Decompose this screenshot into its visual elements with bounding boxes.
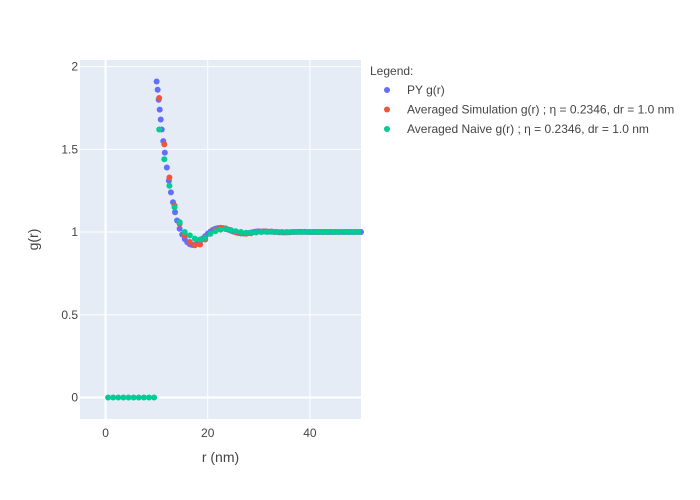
legend-title: Legend: (370, 64, 413, 78)
data-point (156, 126, 162, 132)
data-point (131, 394, 137, 400)
data-point (151, 394, 157, 400)
data-point (146, 394, 152, 400)
data-point (161, 141, 167, 147)
y-tick-label: 0.5 (61, 308, 78, 322)
data-point (212, 228, 218, 234)
data-point (197, 237, 203, 243)
data-point (238, 229, 244, 235)
data-point (158, 117, 164, 123)
data-point (192, 242, 198, 248)
data-point (294, 229, 300, 235)
legend-marker (384, 126, 390, 132)
data-point (345, 229, 351, 235)
data-point (228, 227, 234, 233)
legend-marker (384, 107, 390, 113)
x-tick-label: 20 (201, 426, 215, 440)
legend-item-1[interactable]: PY g(r) (384, 83, 445, 97)
data-point (274, 229, 280, 235)
data-point (168, 189, 174, 195)
data-point (253, 229, 259, 235)
x-axis-title: r (nm) (202, 449, 239, 465)
data-point (157, 107, 163, 113)
data-point (299, 229, 305, 235)
x-axis-ticks: 0 20 40 (102, 426, 317, 440)
y-axis-ticks: 0 0.5 1 1.5 2 (61, 60, 78, 405)
data-point (141, 394, 147, 400)
data-point (136, 394, 142, 400)
data-point (120, 394, 126, 400)
data-point (202, 235, 208, 241)
legend-marker (384, 87, 390, 93)
data-point (289, 229, 295, 235)
data-point (166, 174, 172, 180)
data-point (187, 232, 193, 238)
data-point (187, 239, 193, 245)
plot-background (80, 60, 361, 419)
x-tick-label: 0 (102, 426, 109, 440)
legend[interactable]: Legend: PY g(r) Averaged Simulation g(r) … (370, 64, 674, 136)
data-point (177, 219, 183, 225)
data-point (182, 229, 188, 235)
data-point (218, 227, 224, 233)
data-point (330, 229, 336, 235)
data-point (105, 394, 111, 400)
x-tick-label: 40 (303, 426, 317, 440)
data-point (335, 229, 341, 235)
legend-label: Averaged Naive g(r) ; η = 0.2346, dr = 1… (407, 122, 649, 136)
data-point (115, 394, 121, 400)
data-point (304, 229, 310, 235)
data-point (164, 165, 170, 171)
data-point (248, 230, 254, 236)
data-point (161, 156, 167, 162)
data-point (315, 229, 321, 235)
y-tick-label: 1 (71, 225, 78, 239)
data-point (126, 394, 132, 400)
data-point (166, 183, 172, 189)
data-point (207, 231, 213, 237)
y-axis-title: g(r) (25, 229, 41, 251)
data-point (172, 204, 178, 210)
data-point (279, 229, 285, 235)
data-point (269, 229, 275, 235)
data-point (110, 394, 116, 400)
data-point (192, 236, 198, 242)
data-point (162, 150, 168, 156)
data-point (263, 229, 269, 235)
data-point (156, 95, 162, 101)
data-point (320, 229, 326, 235)
data-point (258, 229, 264, 235)
legend-item-3[interactable]: Averaged Naive g(r) ; η = 0.2346, dr = 1… (384, 122, 649, 136)
data-point (154, 79, 160, 85)
data-point (284, 229, 290, 235)
data-point (350, 229, 356, 235)
legend-label: PY g(r) (407, 83, 445, 97)
y-tick-label: 1.5 (61, 142, 78, 156)
data-point (309, 229, 315, 235)
data-point (325, 229, 331, 235)
data-point (355, 229, 361, 235)
data-point (155, 87, 161, 93)
data-point (223, 226, 229, 232)
y-tick-label: 0 (71, 390, 78, 404)
data-point (233, 228, 239, 234)
legend-label: Averaged Simulation g(r) ; η = 0.2346, d… (407, 103, 674, 117)
data-point (340, 229, 346, 235)
y-tick-label: 2 (71, 60, 78, 74)
data-point (243, 230, 249, 236)
legend-item-2[interactable]: Averaged Simulation g(r) ; η = 0.2346, d… (384, 103, 674, 117)
